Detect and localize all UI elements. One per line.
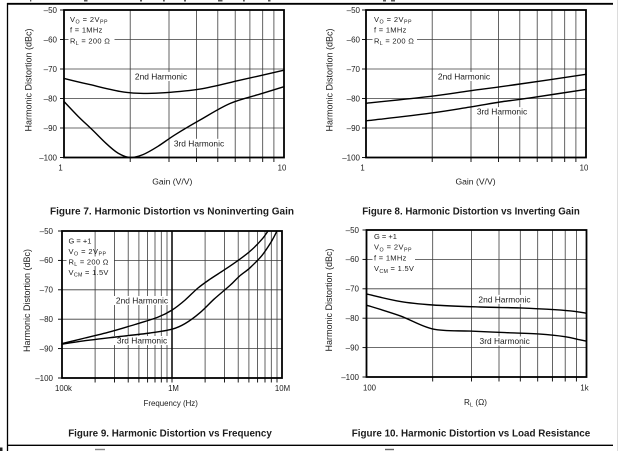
svg-text:–60: –60 [44,35,58,44]
svg-text:Figure 7. Harmonic Distortion: Figure 7. Harmonic Distortion vs Noninve… [50,206,294,217]
svg-text:RL = 200 Ω: RL = 200 Ω [69,258,109,269]
svg-text:–100: –100 [35,374,53,383]
svg-text:–50: –50 [346,226,360,235]
svg-text:10: 10 [580,163,589,172]
svg-text:10: 10 [278,163,287,172]
svg-text:2nd Harmonic: 2nd Harmonic [478,294,530,304]
svg-text:RL = 200 Ω: RL = 200 Ω [374,37,414,48]
svg-text:3rd Harmonic: 3rd Harmonic [480,336,530,346]
svg-text:3rd Harmonic: 3rd Harmonic [174,138,224,148]
svg-text:RL = 200 Ω: RL = 200 Ω [70,37,110,48]
svg-text:–50: –50 [44,6,58,15]
svg-text:–100: –100 [341,373,359,382]
svg-text:2nd Harmonic: 2nd Harmonic [116,296,168,306]
svg-text:2nd Harmonic: 2nd Harmonic [438,72,490,82]
svg-text:VCM = 1.5V: VCM = 1.5V [374,264,414,275]
svg-text:100k: 100k [55,384,72,393]
svg-text:f = 1MHz: f = 1MHz [374,253,407,262]
svg-text:100: 100 [363,384,377,393]
svg-text:–70: –70 [44,65,58,74]
svg-text:Gain (V/V): Gain (V/V) [152,177,192,187]
svg-text:1: 1 [58,163,62,172]
svg-text:10M: 10M [275,384,290,393]
svg-text:Harmonic Distortion (dBc): Harmonic Distortion (dBc) [22,249,32,352]
svg-text:VO = 2VPP: VO = 2VPP [374,15,412,26]
svg-text:–80: –80 [44,94,58,103]
svg-text:1k: 1k [580,384,588,393]
svg-text:–70: –70 [346,285,360,294]
svg-text:Frequency (Hz): Frequency (Hz) [144,399,199,408]
svg-text:Harmonic Distortion (dBc): Harmonic Distortion (dBc) [325,28,335,131]
svg-text:VO = 2VPP: VO = 2VPP [69,247,107,258]
svg-text:–100: –100 [39,153,57,162]
svg-text:2nd Harmonic: 2nd Harmonic [135,72,187,82]
svg-text:G = +1: G = +1 [374,232,397,241]
svg-text:–60: –60 [40,256,54,265]
svg-text:Figure 9. Harmonic Distortion: Figure 9. Harmonic Distortion vs Frequen… [68,428,272,439]
svg-text:f = 1MHz: f = 1MHz [70,26,103,35]
svg-text:G = +1: G = +1 [69,236,92,245]
svg-text:–90: –90 [40,344,54,353]
svg-text:VCM = 1.5V: VCM = 1.5V [69,268,109,279]
svg-text:Harmonic Distortion (dBc): Harmonic Distortion (dBc) [24,28,34,131]
svg-text:Figure 10. Harmonic Distortion: Figure 10. Harmonic Distortion vs Load R… [352,428,591,439]
svg-text:1: 1 [360,163,364,172]
svg-text:–70: –70 [347,65,361,74]
svg-text:–100: –100 [342,153,360,162]
svg-text:3rd Harmonic: 3rd Harmonic [117,336,167,346]
svg-text:f = 1MHz: f = 1MHz [374,26,407,35]
svg-text:–90: –90 [347,124,361,133]
svg-text:Gain (V/V): Gain (V/V) [455,177,495,187]
svg-text:Harmonic Distortion (dBc): Harmonic Distortion (dBc) [324,248,334,351]
svg-text:–50: –50 [40,227,54,236]
svg-text:–80: –80 [40,315,54,324]
svg-text:–60: –60 [346,255,360,264]
svg-text:3rd Harmonic: 3rd Harmonic [477,107,527,117]
svg-text:RL (Ω): RL (Ω) [464,398,487,409]
svg-text:VO = 2VPP: VO = 2VPP [70,15,108,26]
svg-text:–80: –80 [347,94,361,103]
svg-text:–80: –80 [346,314,360,323]
svg-text:–90: –90 [44,124,58,133]
svg-text:Figure 8. Harmonic Distortion: Figure 8. Harmonic Distortion vs Inverti… [362,206,580,217]
svg-text:–50: –50 [347,6,361,15]
svg-text:–70: –70 [40,286,54,295]
svg-text:VO = 2VPP: VO = 2VPP [374,243,412,254]
svg-text:–60: –60 [347,35,361,44]
svg-text:–90: –90 [346,343,360,352]
svg-text:1M: 1M [168,384,179,393]
